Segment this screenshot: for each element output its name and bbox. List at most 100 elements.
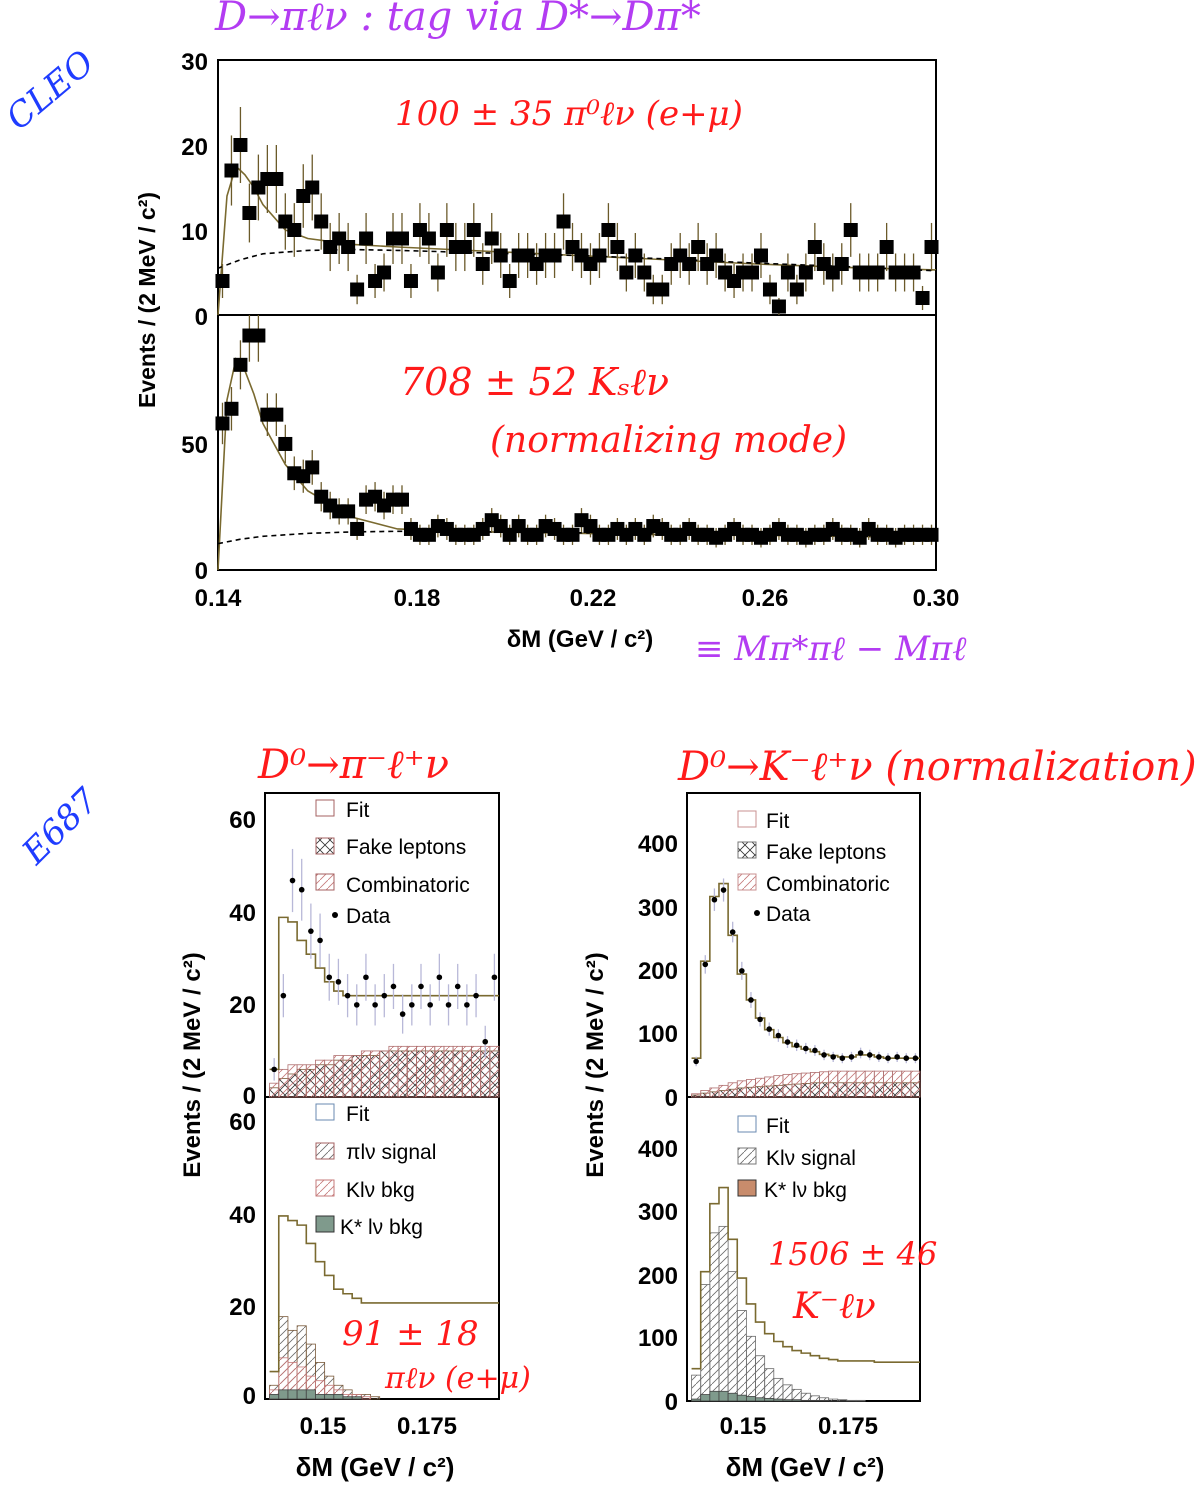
- histogram-bar: [452, 1045, 463, 1098]
- data-point: [876, 1054, 882, 1060]
- data-point: [866, 1052, 873, 1058]
- histogram-bar: [773, 1398, 784, 1402]
- data-point: [547, 248, 562, 263]
- data-point: [298, 886, 305, 893]
- histogram-bar: [489, 1045, 500, 1098]
- data-point: [233, 138, 248, 152]
- y-tick-label: 0: [665, 1389, 678, 1416]
- legend-label: K* lν bkg: [764, 1179, 847, 1202]
- data-point: [394, 231, 409, 246]
- histogram-bar: [471, 1045, 482, 1098]
- x-tick-label: 0.30: [913, 585, 960, 612]
- histogram-bar: [864, 1070, 875, 1098]
- bottom-left-figure: D⁰→π⁻ℓ⁺ν Fit Fake leptons Combinatoric D…: [179, 742, 531, 1482]
- x-axis-label: δM (GeV / c²): [726, 1452, 885, 1482]
- histogram-bar: [736, 1394, 747, 1402]
- y-tick-label: 300: [638, 895, 678, 922]
- data-point: [269, 407, 284, 422]
- data-point: [709, 248, 724, 263]
- legend-swatch-data: [332, 912, 338, 918]
- histogram-bar: [287, 1064, 298, 1098]
- data-point: [314, 214, 329, 229]
- legend-swatch-fake: [737, 841, 757, 859]
- data-point: [655, 282, 670, 297]
- y-tick-label: 20: [181, 134, 208, 161]
- data-point: [454, 983, 461, 990]
- data-point: [789, 282, 804, 297]
- legend-label: Combinatoric: [346, 874, 470, 897]
- data-point: [466, 223, 481, 237]
- histogram-bar: [846, 1070, 857, 1098]
- histogram-bar: [434, 1045, 445, 1098]
- y-tick-label: 40: [229, 1202, 256, 1229]
- y-axis-label: Events / (2 MeV / c²): [582, 952, 609, 1177]
- y-tick-label: 0: [243, 1083, 256, 1110]
- data-point: [418, 983, 424, 990]
- histogram-bar: [718, 1225, 729, 1402]
- figure-title: D→πℓν : tag via D*→Dπ*: [214, 0, 701, 40]
- data-point: [807, 240, 822, 254]
- data-point: [242, 206, 257, 220]
- signal-annotation-2: πℓν (e+μ): [384, 1361, 531, 1396]
- data-point: [305, 460, 320, 475]
- data-point: [885, 1055, 891, 1061]
- data-point: [399, 1011, 406, 1017]
- data-point: [762, 282, 777, 297]
- data-point: [771, 299, 786, 314]
- y-tick-label: 200: [638, 1263, 678, 1290]
- data-point: [757, 1016, 763, 1023]
- histogram-bar: [800, 1392, 811, 1402]
- data-point: [915, 291, 930, 305]
- histogram-bar: [800, 1072, 811, 1098]
- y-tick-label: 0: [243, 1383, 256, 1410]
- histogram-bar: [709, 1390, 720, 1402]
- bl-upper-plot: [269, 848, 500, 1098]
- histogram-bar: [700, 1090, 711, 1098]
- histogram-bar: [837, 1399, 848, 1402]
- histogram-bar: [809, 1072, 820, 1098]
- histogram-bar: [342, 1396, 353, 1400]
- data-point: [924, 527, 939, 542]
- data-point: [394, 492, 409, 507]
- legend-label: Combinatoric: [766, 873, 890, 896]
- legend-swatch-fit: [315, 799, 335, 817]
- histogram-bar: [718, 1084, 729, 1098]
- top-upper-plot: [215, 106, 939, 316]
- y-tick-label: 100: [638, 1021, 678, 1048]
- side-label-top: CLEO: [0, 42, 102, 138]
- histogram-bar: [324, 1394, 335, 1400]
- data-point: [341, 240, 356, 254]
- histogram-bar: [333, 1394, 344, 1400]
- histogram-bar: [278, 1068, 289, 1098]
- y-tick-label: 100: [638, 1325, 678, 1352]
- y-tick-label: 400: [638, 1136, 678, 1163]
- data-point: [464, 1002, 470, 1008]
- histogram-bar: [287, 1389, 298, 1400]
- histogram-bar: [370, 1050, 381, 1098]
- histogram-bar: [691, 1398, 702, 1402]
- br-upper-plot: [691, 878, 921, 1098]
- histogram-bar: [305, 1064, 316, 1098]
- legend-label: Fit: [766, 1115, 789, 1138]
- data-point: [215, 416, 230, 431]
- data-point: [251, 328, 266, 343]
- histogram-bar: [873, 1070, 884, 1098]
- histogram-bar: [305, 1389, 316, 1400]
- data-point: [390, 983, 397, 990]
- histogram-bar: [269, 1082, 280, 1098]
- histogram-bar: [700, 1284, 711, 1402]
- data-point: [784, 1039, 791, 1045]
- histogram-bar: [855, 1399, 866, 1402]
- y-tick-label: 30: [181, 49, 208, 76]
- data-point: [780, 265, 795, 280]
- side-label-bottom: E687: [14, 780, 107, 873]
- histogram-bar: [379, 1050, 390, 1098]
- bottom-right-title: D⁰→K⁻ℓ⁺ν (normalization): [677, 744, 1197, 790]
- data-point: [215, 274, 230, 288]
- data-point: [857, 1050, 864, 1056]
- y-tick-label: 50: [181, 432, 208, 459]
- br-upper-frame: [686, 792, 921, 1098]
- y-tick-label: 20: [229, 992, 256, 1019]
- data-point: [793, 1042, 800, 1049]
